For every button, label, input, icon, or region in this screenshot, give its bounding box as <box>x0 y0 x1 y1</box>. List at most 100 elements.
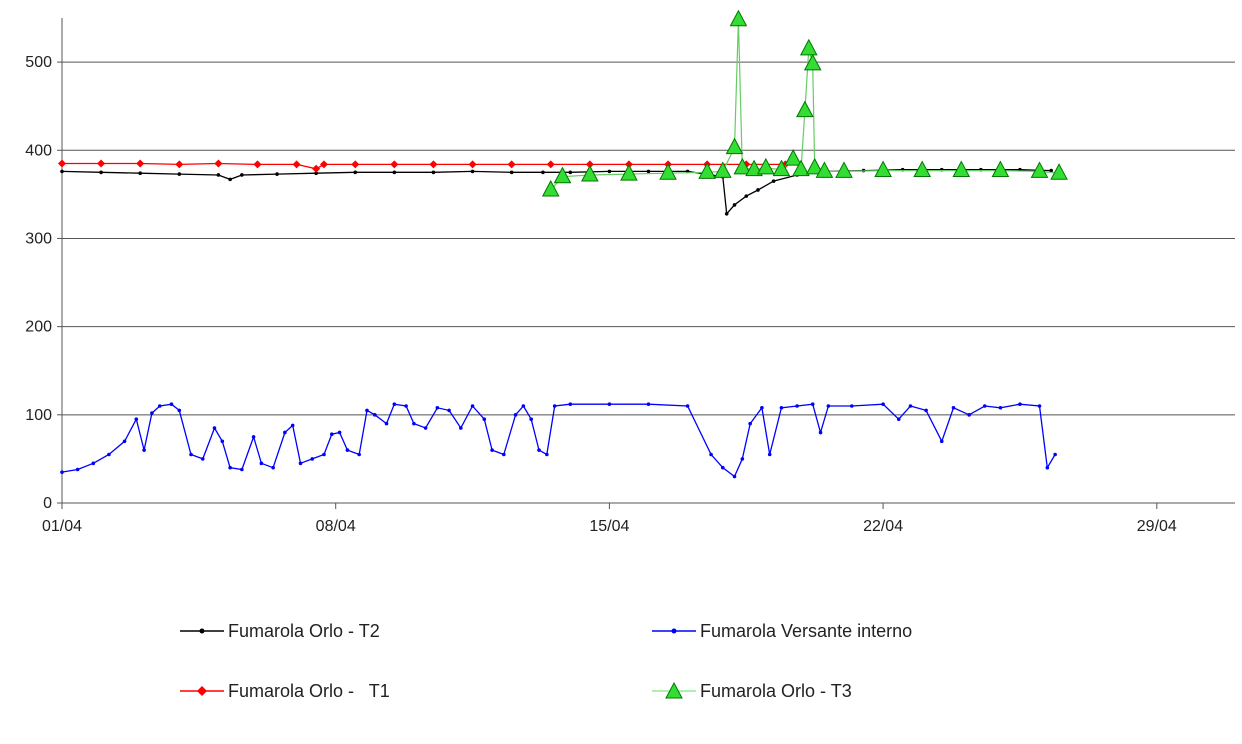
data-point <box>60 169 64 174</box>
data-point <box>290 423 295 428</box>
data-point <box>136 159 145 168</box>
data-point <box>1050 163 1068 180</box>
data-point <box>1018 402 1022 407</box>
data-point <box>924 408 928 413</box>
data-point <box>412 421 416 426</box>
data-point <box>468 160 477 169</box>
data-point <box>545 452 549 457</box>
data-point <box>713 161 732 178</box>
data-point <box>216 173 221 177</box>
data-point <box>470 404 475 408</box>
data-point <box>646 169 651 174</box>
data-point <box>1045 465 1050 470</box>
data-point <box>740 457 745 461</box>
data-point <box>720 465 725 470</box>
data-point <box>803 53 822 71</box>
data-point <box>259 461 264 466</box>
data-point <box>271 465 275 470</box>
x-tick-label: 08/04 <box>316 518 356 535</box>
data-point <box>733 157 752 175</box>
data-point <box>729 9 748 27</box>
data-point <box>744 194 749 198</box>
data-point <box>521 404 526 408</box>
data-point <box>138 171 142 175</box>
y-tick-label: 500 <box>25 54 52 71</box>
data-point <box>805 157 824 175</box>
data-point <box>212 426 217 430</box>
data-point <box>607 402 612 407</box>
data-point <box>581 164 599 182</box>
data-point <box>99 170 103 175</box>
data-point <box>795 404 799 408</box>
data-point <box>537 448 541 452</box>
data-point <box>646 402 651 407</box>
data-point <box>314 171 318 175</box>
x-axis-tick-labels: 01/04 08/04 15/04 22/04 29/04 <box>42 518 1177 535</box>
data-point <box>698 162 716 179</box>
data-point <box>767 452 772 457</box>
data-point <box>732 474 737 479</box>
data-point <box>607 169 612 174</box>
data-point <box>75 467 80 472</box>
x-tick-label: 22/04 <box>863 518 903 535</box>
x-tick-label: 15/04 <box>589 518 629 535</box>
data-point <box>298 461 303 466</box>
data-point <box>756 188 760 192</box>
data-point <box>357 452 361 457</box>
series-3 <box>541 9 1068 197</box>
data-point <box>169 402 174 407</box>
data-point <box>404 404 408 408</box>
data-point <box>122 439 127 444</box>
data-point <box>939 439 944 444</box>
data-point <box>310 457 315 461</box>
series-layer <box>58 9 1068 479</box>
data-point <box>283 430 287 435</box>
data-point <box>998 405 1003 410</box>
data-point <box>322 452 326 457</box>
data-point <box>384 421 389 426</box>
data-point <box>732 203 737 207</box>
data-point <box>771 179 776 183</box>
data-point <box>709 452 713 457</box>
data-point <box>107 452 111 457</box>
data-point <box>502 452 506 457</box>
data-point <box>796 100 814 118</box>
data-point <box>507 160 516 169</box>
data-point <box>240 467 244 472</box>
series-1 <box>60 402 1057 479</box>
data-point <box>810 402 815 407</box>
data-point <box>541 170 545 175</box>
data-point <box>1049 168 1054 173</box>
y-tick-label: 200 <box>25 319 52 336</box>
data-point <box>390 160 399 169</box>
data-point <box>329 432 334 437</box>
data-point <box>134 417 139 422</box>
data-point <box>896 417 901 422</box>
data-point <box>541 179 560 197</box>
series-line <box>62 162 786 170</box>
data-point <box>756 157 775 175</box>
grid-lines <box>62 61 1235 416</box>
x-tick-label: 01/04 <box>42 518 82 535</box>
line-chart: 0 100 200 300 400 500 01/04 08/04 15/04 22/04 29/… <box>25 9 1235 535</box>
data-point <box>913 160 932 178</box>
data-point <box>908 404 913 408</box>
data-point <box>177 172 182 176</box>
data-point <box>157 404 162 408</box>
data-point <box>818 430 823 435</box>
data-point <box>1037 404 1042 408</box>
data-point <box>748 421 752 426</box>
data-point <box>513 413 518 417</box>
data-point <box>175 160 184 169</box>
data-point <box>228 177 232 182</box>
axes <box>57 18 1235 509</box>
data-point <box>982 404 987 408</box>
data-point <box>951 405 956 410</box>
data-point <box>253 160 262 169</box>
data-point <box>220 439 225 444</box>
data-point <box>792 159 810 177</box>
data-point <box>447 408 451 413</box>
y-tick-label: 0 <box>43 495 52 512</box>
data-point <box>490 448 494 452</box>
data-point <box>214 159 223 168</box>
